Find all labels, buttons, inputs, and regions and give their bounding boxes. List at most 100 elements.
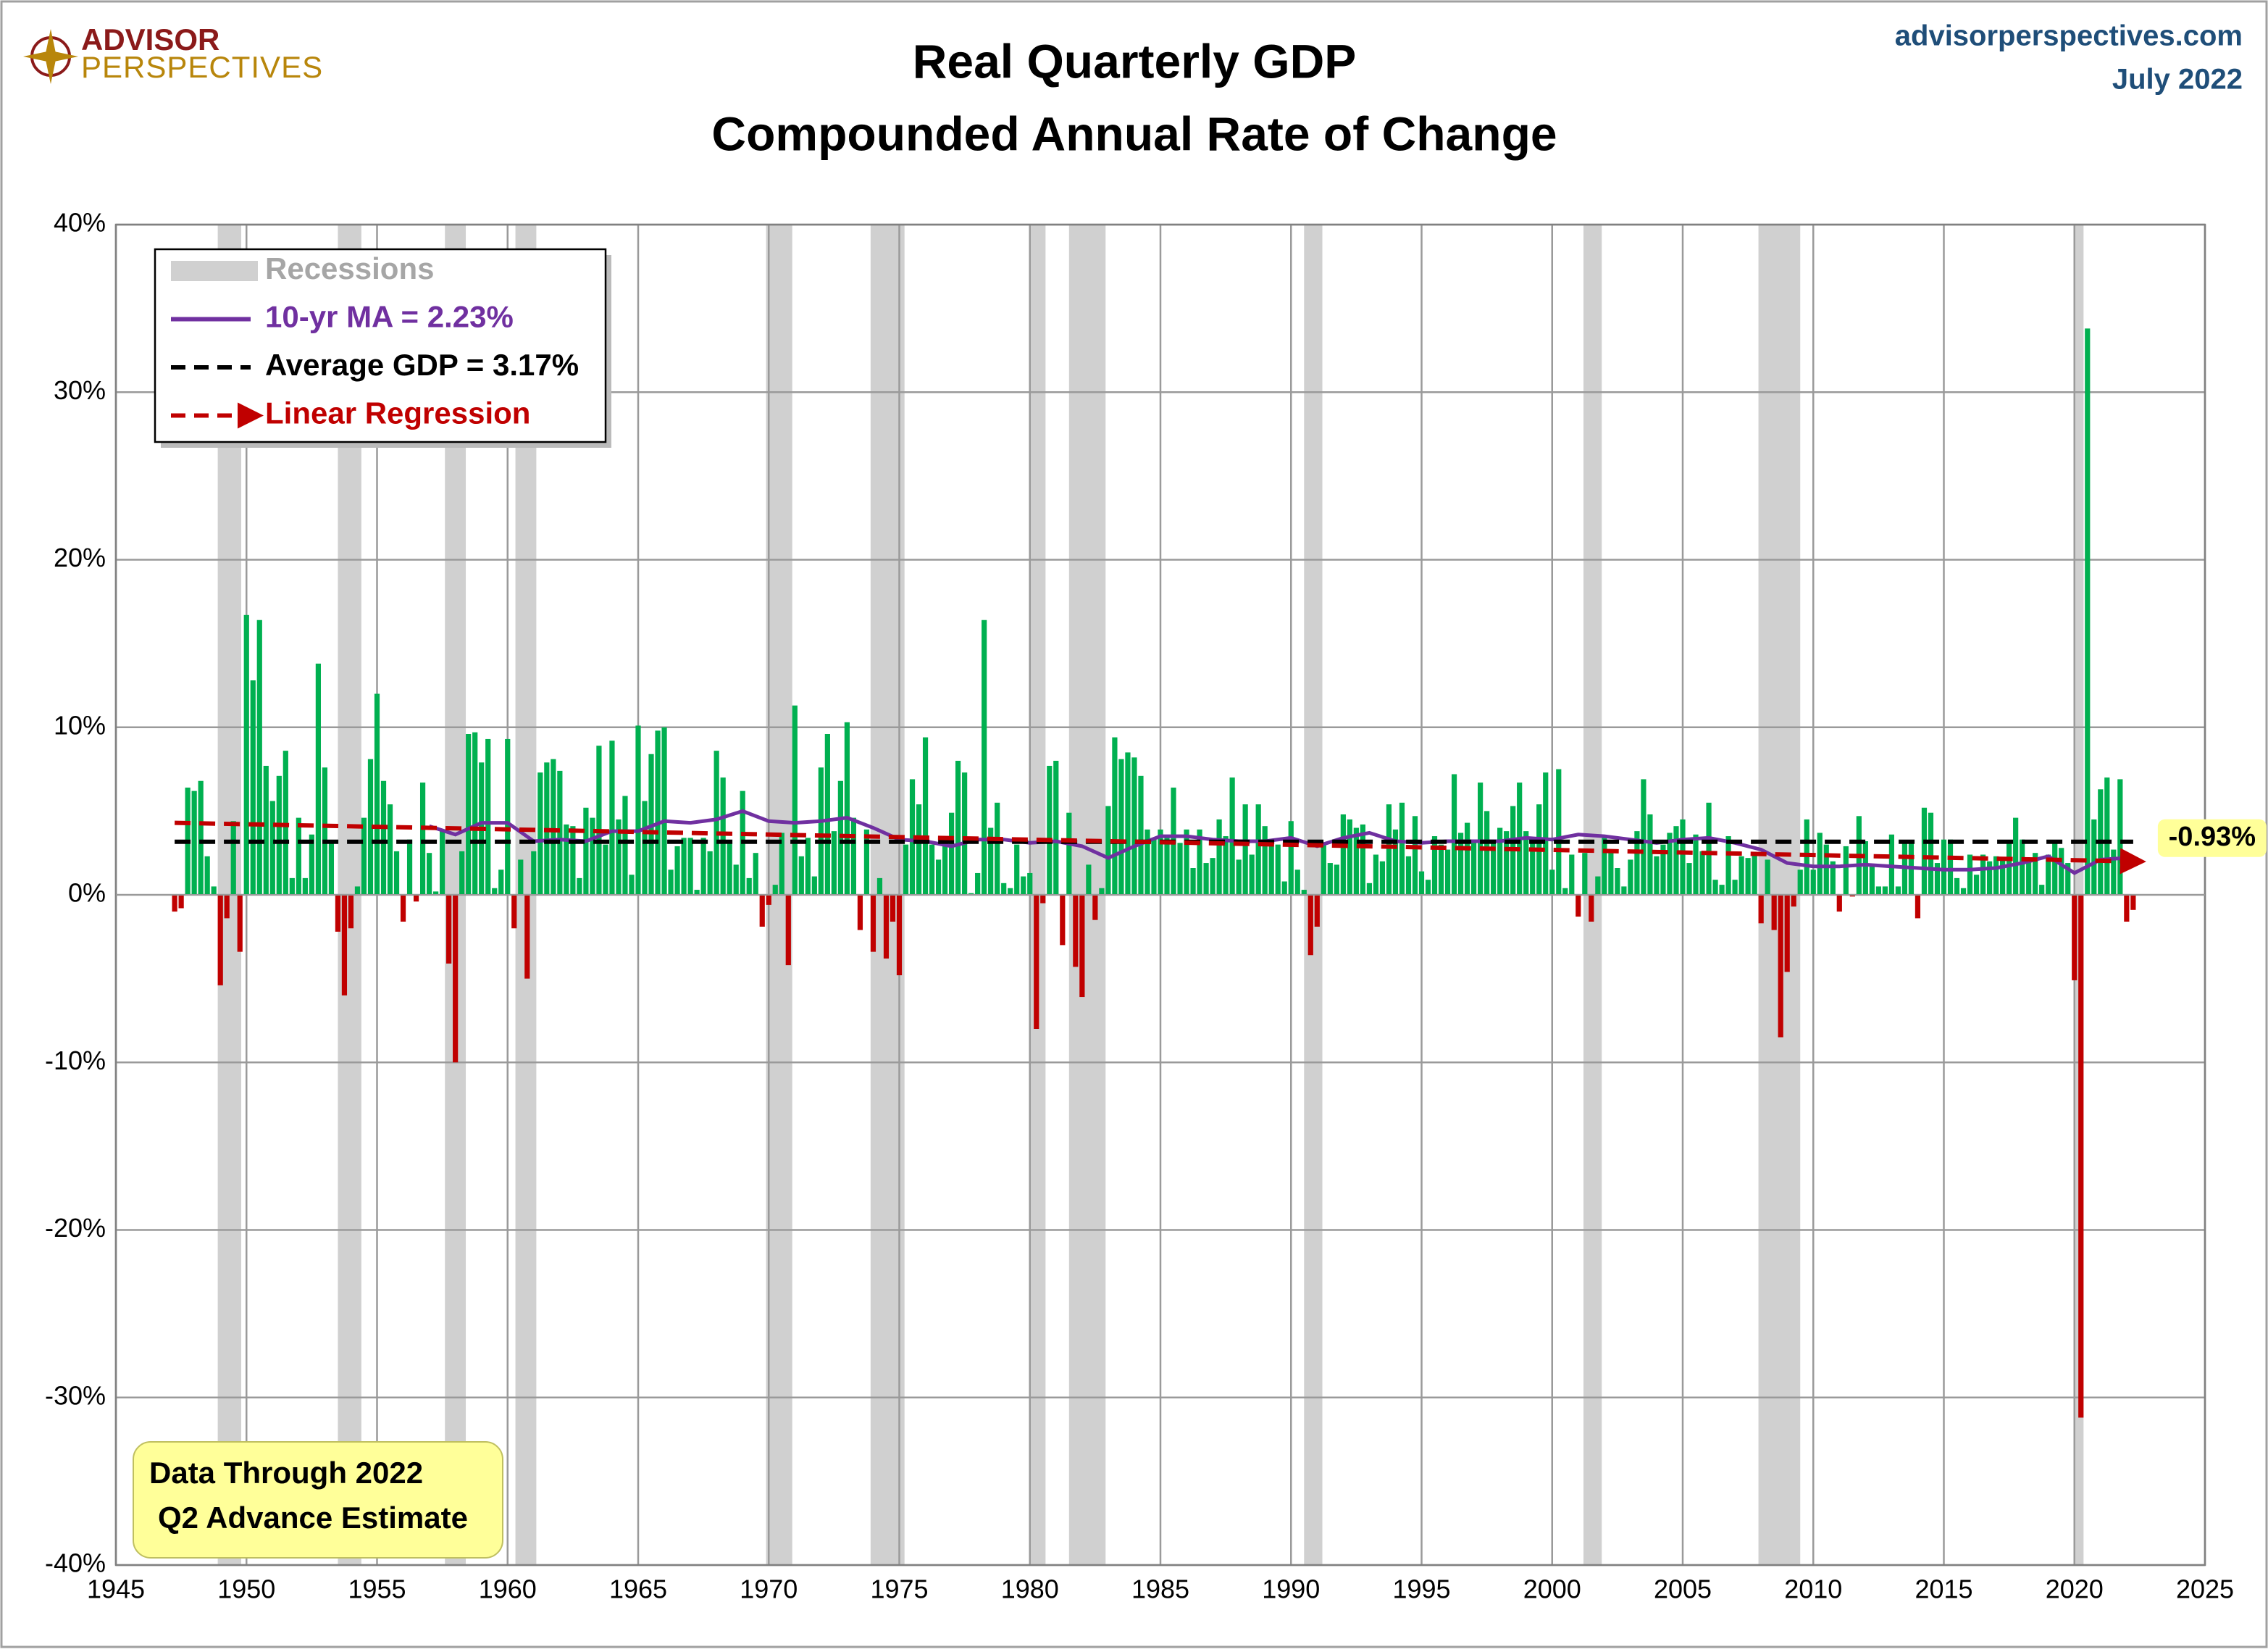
- bar: [393, 851, 400, 895]
- bar: [1268, 843, 1274, 895]
- bar: [1562, 888, 1568, 895]
- bar: [1347, 819, 1352, 895]
- bar: [603, 844, 608, 895]
- overlay-layer: -0.93% Recessions 10-yr MA = 2.23% Average …: [133, 248, 2267, 1559]
- bar: [263, 765, 269, 895]
- bar: [1986, 861, 1993, 895]
- bar: [1399, 802, 1405, 895]
- bar: [909, 779, 916, 895]
- x-tick-label: 1960: [479, 1574, 537, 1604]
- bar: [622, 796, 628, 895]
- bar: [2052, 841, 2058, 895]
- bar: [2013, 817, 2019, 895]
- bar: [596, 746, 602, 895]
- bar: [824, 734, 830, 895]
- bar: [335, 895, 341, 932]
- bar: [1719, 885, 1725, 895]
- bar: [1379, 861, 1386, 895]
- bar: [1680, 819, 1686, 895]
- bar: [962, 772, 968, 895]
- bar: [1556, 769, 1562, 895]
- bar: [1765, 859, 1770, 895]
- y-tick-label: 30%: [54, 375, 106, 405]
- bar: [361, 817, 367, 895]
- bar: [1673, 826, 1679, 895]
- bar: [2130, 895, 2136, 910]
- bar: [1882, 886, 1888, 895]
- bar: [1771, 895, 1777, 930]
- bar: [916, 804, 922, 895]
- bar: [204, 856, 210, 895]
- bar: [1229, 777, 1235, 895]
- bar: [831, 831, 837, 895]
- bar: [1034, 895, 1039, 1029]
- x-tick-label: 2010: [1784, 1574, 1842, 1604]
- bar: [426, 853, 432, 895]
- bar: [1947, 839, 1954, 895]
- bar: [2124, 895, 2130, 922]
- bar: [609, 741, 615, 895]
- bar: [1810, 869, 1816, 895]
- bar: [746, 877, 752, 895]
- annotation-box: [2157, 819, 2267, 857]
- bar: [217, 895, 223, 985]
- bar: [1307, 895, 1313, 956]
- bar: [1040, 895, 1046, 904]
- bar: [1967, 854, 1973, 895]
- bar: [1784, 895, 1790, 972]
- bar: [668, 869, 674, 895]
- bar: [700, 838, 706, 895]
- bar: [1921, 807, 1928, 895]
- bar: [661, 727, 667, 895]
- bar: [2020, 839, 2025, 895]
- bar: [1523, 831, 1529, 895]
- bar: [211, 886, 217, 895]
- bar: [1444, 849, 1451, 895]
- bar: [2033, 853, 2038, 895]
- bar: [1366, 883, 1373, 895]
- series-line: [428, 809, 2134, 875]
- bar: [1327, 863, 1333, 895]
- bar: [322, 767, 328, 895]
- bar: [857, 895, 863, 930]
- bar: [1849, 895, 1855, 897]
- bar: [1470, 843, 1477, 895]
- bar: [1438, 844, 1444, 895]
- bar: [1027, 872, 1033, 895]
- bar: [1595, 876, 1601, 895]
- bar: [982, 620, 987, 895]
- bar: [1386, 804, 1392, 895]
- bar: [1275, 844, 1281, 895]
- bar: [178, 895, 184, 909]
- bar: [714, 751, 719, 895]
- bar: [577, 877, 582, 895]
- bar: [1478, 783, 1484, 895]
- legend-label: Linear Regression: [265, 396, 530, 430]
- note-line: Q2 Advance Estimate: [158, 1501, 468, 1535]
- bar: [968, 893, 974, 895]
- bar: [1360, 824, 1365, 895]
- bar: [883, 895, 890, 959]
- bar: [1915, 895, 1921, 919]
- bar: [1425, 880, 1431, 895]
- bar: [1099, 888, 1105, 895]
- bar: [1738, 856, 1744, 895]
- bar: [890, 895, 896, 922]
- bar: [1105, 806, 1111, 895]
- bar: [1145, 829, 1150, 895]
- bar: [1008, 888, 1013, 895]
- bar: [537, 772, 543, 895]
- bar: [694, 890, 700, 895]
- bar: [511, 895, 517, 929]
- bar: [1301, 890, 1307, 895]
- bar: [1184, 829, 1189, 895]
- bar: [440, 829, 445, 895]
- bar: [557, 770, 563, 895]
- note-box: [133, 1441, 503, 1559]
- bar: [172, 895, 177, 912]
- bar: [1484, 811, 1490, 895]
- bar: [1497, 827, 1503, 895]
- bar: [1647, 814, 1653, 895]
- bar: [988, 827, 994, 895]
- bar: [687, 838, 693, 895]
